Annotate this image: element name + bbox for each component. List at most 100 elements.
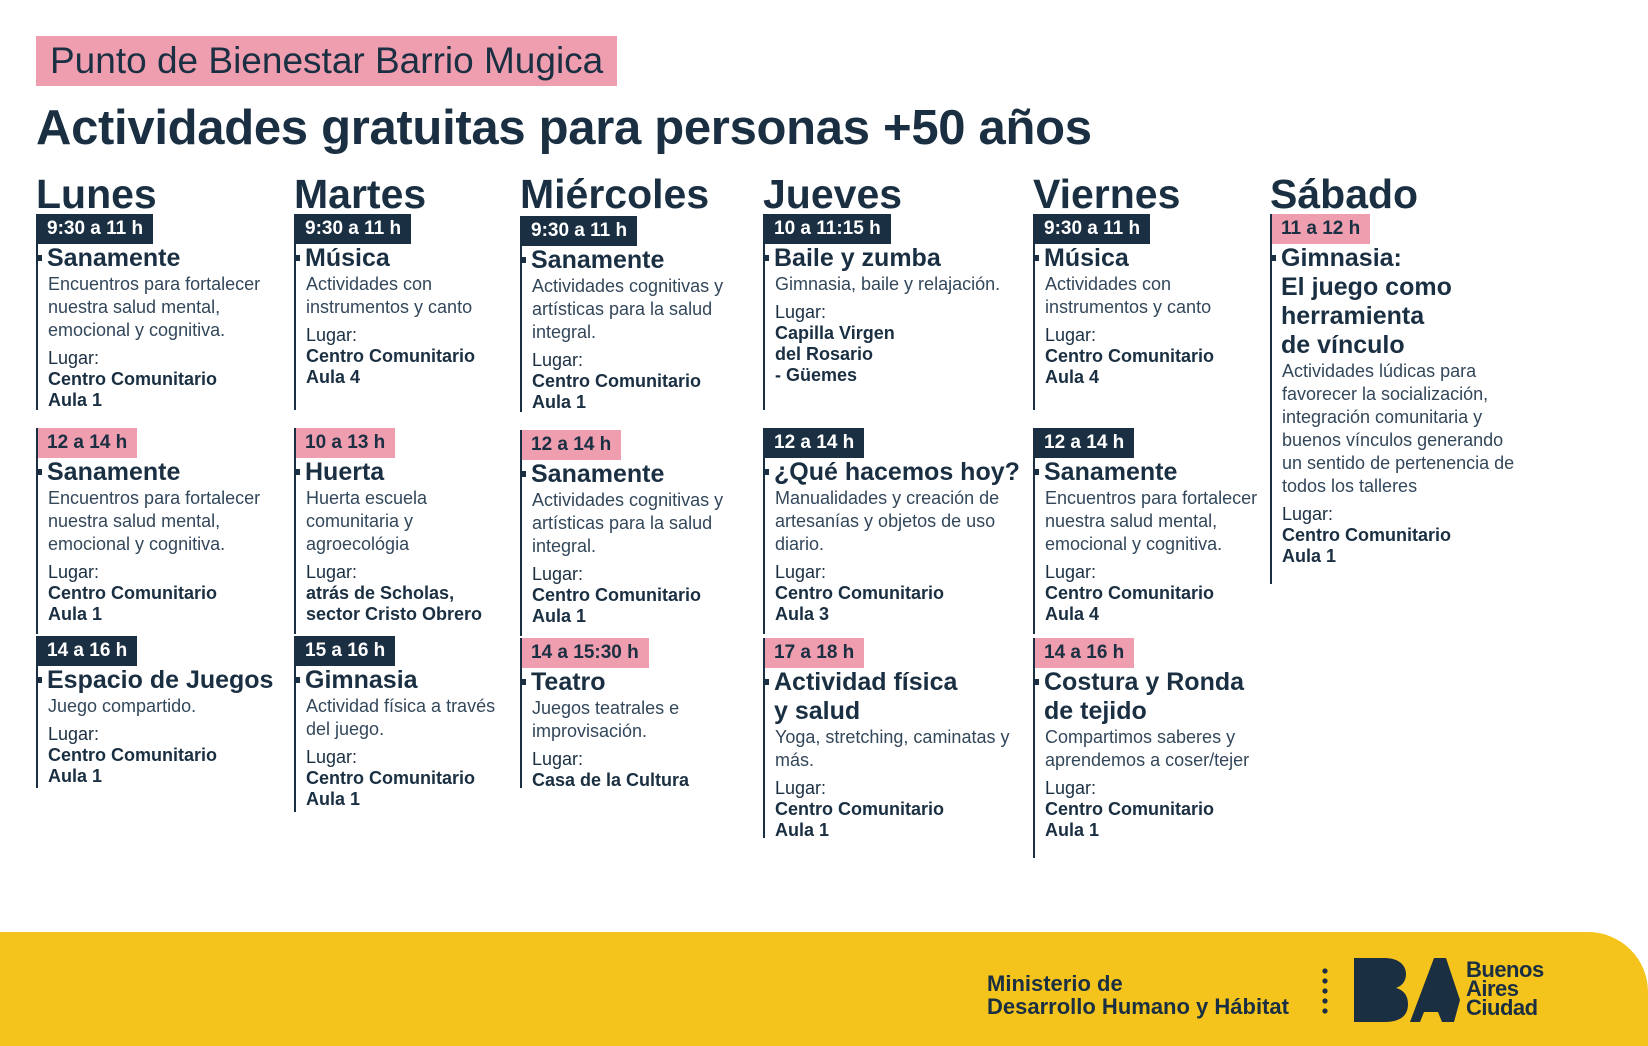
place-value: Centro Comunitario Aula 1 (532, 585, 701, 626)
activity-divider (1033, 638, 1035, 858)
activity-place: Lugar: Centro Comunitario Aula 1 (1033, 778, 1268, 841)
day-title: Jueves (763, 171, 903, 217)
activity-title: Actividad física y salud (763, 668, 1023, 726)
place-value: Centro Comunitario Aula 1 (532, 371, 701, 412)
activity-place: Lugar: Centro Comunitario Aula 1 (763, 778, 1023, 841)
activity-description: Juego compartido. (48, 696, 197, 716)
activity-divider (1033, 214, 1035, 410)
ba-logo-word-2: Aires (1466, 976, 1519, 1001)
activity-title: Baile y zumba (763, 244, 1023, 273)
activity-title: Espacio de Juegos (36, 666, 281, 695)
activity-divider (36, 214, 38, 410)
place-value: Centro Comunitario Aula 4 (1045, 346, 1214, 387)
activity-block: 9:30 a 11 h Sanamente Encuentros para fort… (36, 214, 281, 411)
activity-description: Encuentros para fortalecer nuestra salud… (1045, 488, 1258, 554)
activity-description: Encuentros para fortalecer nuestra salud… (48, 488, 261, 554)
activity-description: Encuentros para fortalecer nuestra salud… (48, 274, 261, 340)
ba-logo-word-1: Buenos (1466, 957, 1544, 982)
place-label: Lugar: (306, 562, 358, 582)
place-value: Centro Comunitario Aula 4 (306, 346, 475, 387)
time-badge: 15 a 16 h (294, 636, 396, 666)
place-value: Centro Comunitario Aula 4 (1045, 583, 1214, 624)
activity-description: Actividades cognitivas y artísticas para… (532, 490, 724, 556)
day-title: Martes (294, 171, 427, 217)
activity-divider (763, 638, 765, 838)
place-label: Lugar: (775, 778, 827, 798)
place-label: Lugar: (532, 350, 584, 370)
place-label: Lugar: (1045, 778, 1097, 798)
activity-divider (36, 428, 38, 634)
activity-description: Manualidades y creación de artesanías y … (775, 488, 1000, 554)
activity-block: 14 a 15:30 h Teatro Juegos teatrales e imp… (520, 638, 755, 791)
place-label: Lugar: (306, 747, 358, 767)
ba-logo-icon (1354, 958, 1460, 1022)
activity-block: 17 a 18 h Actividad física y salud Yoga, s… (763, 638, 1023, 841)
time-badge: 12 a 14 h (763, 428, 865, 458)
activity-divider (520, 638, 522, 788)
day-title: Lunes (36, 171, 157, 217)
activity-block: 10 a 11:15 h Baile y zumba Gimnasia, baile… (763, 214, 1023, 410)
place-value: Centro Comunitario Aula 1 (48, 745, 217, 786)
activity-description: Actividades con instrumentos y canto (306, 274, 473, 317)
activity-place: Lugar: atrás de Scholas, sector Cristo Ob… (294, 562, 509, 625)
activity-block: 9:30 a 11 h Sanamente Actividades cognitiv… (520, 216, 755, 413)
activity-divider (294, 214, 296, 410)
activity-divider (520, 216, 522, 412)
activity-title: Música (294, 244, 509, 273)
activity-description: Gimnasia, baile y relajación. (775, 274, 1001, 294)
activity-divider (763, 428, 765, 634)
activity-place: Lugar: Capilla Virgen del Rosario - Güeme… (763, 302, 1023, 386)
activity-place: Lugar: Centro Comunitario Aula 1 (520, 564, 755, 627)
day-column: Martes (294, 170, 426, 226)
ba-logo-b (1354, 958, 1408, 1022)
day-title: Miércoles (520, 171, 710, 217)
activity-title: Gimnasia: El juego como herramienta de v… (1270, 244, 1520, 360)
place-value: Centro Comunitario Aula 1 (48, 369, 217, 410)
activity-place: Lugar: Centro Comunitario Aula 4 (1033, 562, 1268, 625)
place-value: Centro Comunitario Aula 1 (306, 768, 475, 809)
time-badge: 10 a 13 h (294, 428, 396, 458)
time-badge: 11 a 12 h (1270, 214, 1371, 244)
page-title: Actividades gratuitas para personas +50 … (36, 101, 1092, 155)
time-badge: 9:30 a 11 h (1033, 214, 1151, 244)
activity-block: 9:30 a 11 h Música Actividades con instrum… (1033, 214, 1268, 410)
time-badge: 12 a 14 h (520, 430, 622, 460)
place-label: Lugar: (775, 302, 827, 322)
place-label: Lugar: (1045, 562, 1097, 582)
activity-description: Compartimos saberes y aprendemos a coser… (1045, 727, 1250, 770)
activity-place: Lugar: Centro Comunitario Aula 1 (1270, 504, 1520, 567)
time-badge: 14 a 15:30 h (520, 638, 649, 668)
activity-title: Música (1033, 244, 1268, 273)
activity-place: Lugar: Centro Comunitario Aula 1 (36, 562, 281, 625)
activity-place: Lugar: Centro Comunitario Aula 1 (36, 348, 281, 411)
activity-place: Lugar: Centro Comunitario Aula 3 (763, 562, 1023, 625)
place-value: Centro Comunitario Aula 3 (775, 583, 944, 624)
place-value: Centro Comunitario Aula 1 (775, 799, 944, 840)
place-value: Centro Comunitario Aula 1 (1045, 799, 1214, 840)
place-value: Casa de la Cultura (532, 770, 690, 790)
activity-place: Lugar: Casa de la Cultura (520, 749, 755, 791)
activity-description: Yoga, stretching, caminatas y más. (775, 727, 1010, 770)
day-column: Sábado (1270, 170, 1418, 226)
activity-block: 12 a 14 h Sanamente Encuentros para fortal… (1033, 428, 1268, 634)
place-label: Lugar: (306, 325, 358, 345)
day-column: Viernes (1033, 170, 1180, 226)
activity-description: Actividades cognitivas y artísticas para… (532, 276, 724, 342)
activity-block: 9:30 a 11 h Música Actividades con instrum… (294, 214, 509, 410)
place-label: Lugar: (775, 562, 827, 582)
place-label: Lugar: (532, 564, 584, 584)
activity-block: 11 a 12 h Gimnasia: El juego como herrami… (1270, 214, 1520, 584)
activity-title: Huerta (294, 458, 509, 487)
time-badge: 14 a 16 h (36, 636, 138, 666)
activity-place: Lugar: Centro Comunitario Aula 1 (520, 350, 755, 413)
time-badge: 10 a 11:15 h (763, 214, 891, 244)
place-label: Lugar: (1282, 504, 1334, 524)
activity-description: Actividad física a través del juego. (306, 696, 496, 739)
activity-block: 12 a 14 h Sanamente Actividades cognitivas… (520, 430, 755, 636)
activity-title: Gimnasia (294, 666, 509, 695)
activity-place: Lugar: Centro Comunitario Aula 4 (1033, 325, 1268, 388)
time-badge: 17 a 18 h (763, 638, 865, 668)
day-column: Jueves (763, 170, 902, 226)
activity-title: Costura y Ronda de tejido (1033, 668, 1268, 726)
activity-place: Lugar: Centro Comunitario Aula 1 (294, 747, 509, 810)
